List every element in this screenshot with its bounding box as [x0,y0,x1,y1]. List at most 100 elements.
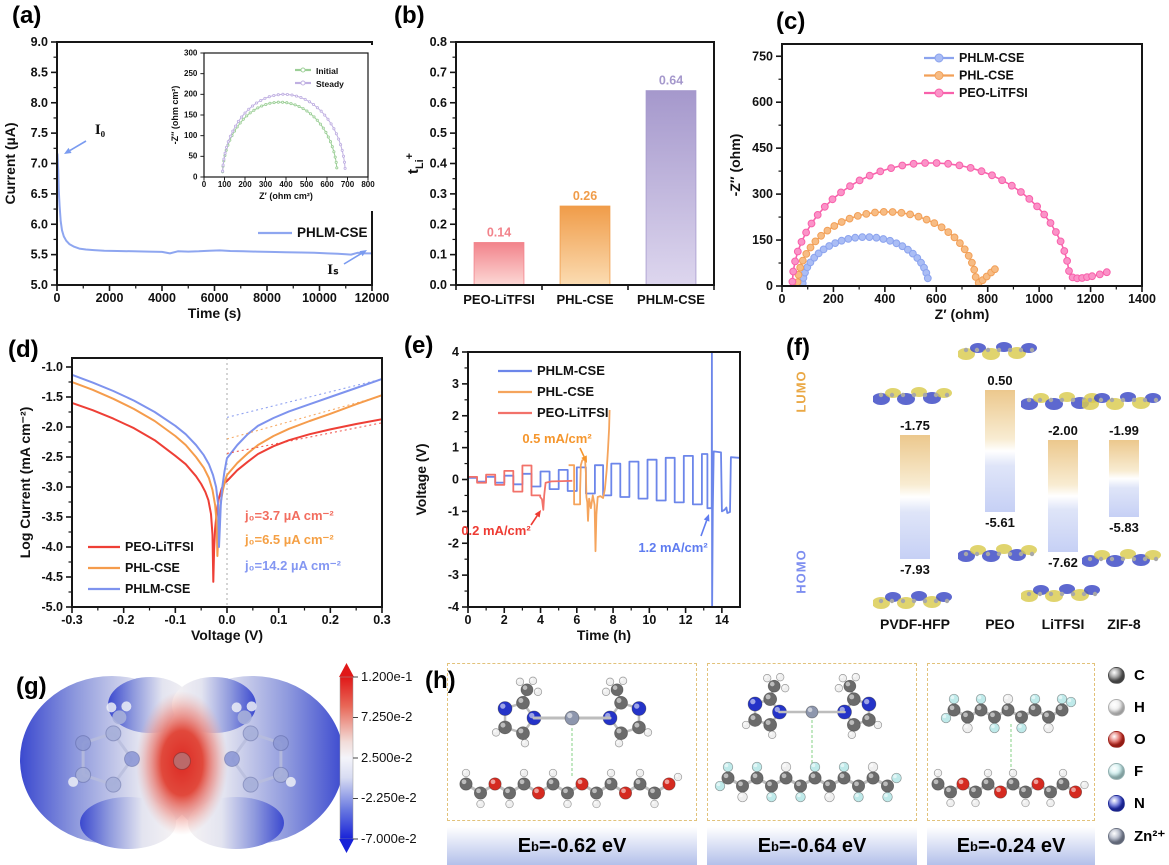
svg-text:800: 800 [977,292,998,306]
energy-column-litfsi: -2.00 -7.62 LiTFSI [1017,322,1109,647]
svg-text:0.5: 0.5 [430,126,447,140]
homo-value: -5.83 [1109,519,1139,535]
svg-text:6000: 6000 [201,291,229,305]
svg-text:-Z″ (ohm): -Z″ (ohm) [727,134,743,197]
svg-text:Voltage (V): Voltage (V) [191,627,263,643]
molecule-name: LiTFSI [1041,616,1085,632]
molecule-name: PVDF-HFP [880,616,950,632]
svg-text:2: 2 [501,613,508,627]
svg-text:I₀: I₀ [95,122,106,138]
energy-column-pvdf-hfp: -1.75 -7.93 PVDF-HFP [869,322,961,647]
svg-text:200: 200 [184,90,198,99]
legend-item-nitrogen: N [1108,795,1165,812]
svg-text:2: 2 [452,409,459,423]
svg-text:9.0: 9.0 [31,35,48,49]
panel-label-c: (c) [776,8,806,35]
svg-text:0: 0 [465,613,472,627]
molecule-complex-image [931,693,1089,808]
legend-item-oxygen: O [1108,731,1165,748]
svg-text:50: 50 [188,152,197,161]
svg-text:PEO-LiTFSI: PEO-LiTFSI [959,86,1028,100]
panel-label-f: (f) [786,334,810,361]
legend-item-carbon: C [1108,667,1165,684]
oxygen-atom-icon [1108,731,1125,748]
colorbar-tick: -7.000e-2 [361,831,417,846]
svg-text:0.3: 0.3 [373,613,390,627]
svg-text:400: 400 [279,180,293,189]
svg-text:4: 4 [537,613,544,627]
svg-text:-2.0: -2.0 [41,420,63,434]
homo-orbital-image [1021,584,1100,603]
svg-text:300: 300 [184,48,198,57]
svg-text:200: 200 [238,180,252,189]
svg-text:j₀=3.7 µA cm⁻²: j₀=3.7 µA cm⁻² [244,508,334,523]
fluorine-atom-icon [1108,763,1125,780]
svg-text:10: 10 [642,613,656,627]
svg-text:-2: -2 [448,536,459,550]
svg-text:Time (h): Time (h) [577,627,631,643]
svg-text:250: 250 [184,69,198,78]
molecule-complex-image [459,676,683,809]
svg-text:PHLM-CSE: PHLM-CSE [537,363,605,378]
svg-text:0.64: 0.64 [659,74,683,88]
panel-label-a: (a) [12,2,42,29]
svg-text:7.0: 7.0 [31,157,48,171]
svg-text:100: 100 [218,180,232,189]
lumo-value: -1.99 [1109,422,1139,438]
panel-label-e: (e) [404,332,434,359]
svg-text:PEO-LiTFSI: PEO-LiTFSI [537,405,609,420]
svg-text:Time (s): Time (s) [188,305,241,321]
panel-d: (d) -0.3 -0.2 -0.1 0.0 0.1 0.2 0.3 -5.0 -4.5 -4.0… [0,322,400,647]
svg-text:1.2 mA/cm²: 1.2 mA/cm² [638,540,708,555]
svg-text:6.0: 6.0 [31,217,48,231]
panel-c: (c) 0 200 400 600 800 1000 1200 1400 0 150 300 450 6… [720,0,1169,322]
svg-text:8.5: 8.5 [31,65,48,79]
svg-text:600: 600 [752,95,773,109]
svg-text:-1.0: -1.0 [41,360,63,374]
svg-text:12000: 12000 [355,291,390,305]
lumo-orbital-image [873,387,952,405]
lumo-value: 0.50 [987,373,1013,388]
hydrogen-atom-icon [1108,699,1125,716]
svg-text:0.2 mA/cm²: 0.2 mA/cm² [461,523,531,538]
svg-text:0.0: 0.0 [430,278,447,292]
svg-text:300: 300 [259,180,273,189]
panel-label-d: (d) [8,336,39,363]
svg-text:1000: 1000 [1025,292,1053,306]
svg-text:0.3: 0.3 [430,187,447,201]
svg-text:Z′ (ohm cm²): Z′ (ohm cm²) [259,191,313,201]
energy-gap-bar [1109,439,1139,517]
svg-text:10000: 10000 [302,291,337,305]
svg-text:-0.2: -0.2 [113,613,135,627]
svg-text:0.4: 0.4 [430,157,447,171]
svg-text:0.26: 0.26 [573,189,597,203]
svg-text:14: 14 [715,613,729,627]
energy-column-peo: 0.50 -5.61 PEO [954,322,1046,647]
svg-text:1400: 1400 [1128,292,1156,306]
binding-model-box-2 [707,663,917,821]
svg-text:300: 300 [752,187,773,201]
lumo-axis-label: LUMO [793,370,809,413]
svg-text:500: 500 [300,180,314,189]
svg-text:6.5: 6.5 [31,187,48,201]
svg-text:-3.5: -3.5 [41,510,63,524]
svg-text:-4: -4 [448,600,459,614]
lumo-orbital-image [958,342,1037,360]
svg-text:450: 450 [752,141,773,155]
svg-text:0: 0 [452,473,459,487]
svg-text:PHLM-CSE: PHLM-CSE [637,292,705,307]
svg-text:-3.0: -3.0 [41,480,63,494]
svg-text:12: 12 [679,613,693,627]
svg-text:j₀=14.2 µA cm⁻²: j₀=14.2 µA cm⁻² [244,558,342,573]
legend-item-zinc: Zn²⁺ [1108,827,1165,845]
svg-text:0.8: 0.8 [430,35,447,49]
svg-text:Steady: Steady [316,79,344,89]
svg-text:8000: 8000 [253,291,281,305]
svg-text:6: 6 [573,613,580,627]
svg-text:j₀=6.5 µA cm⁻²: j₀=6.5 µA cm⁻² [244,532,334,547]
